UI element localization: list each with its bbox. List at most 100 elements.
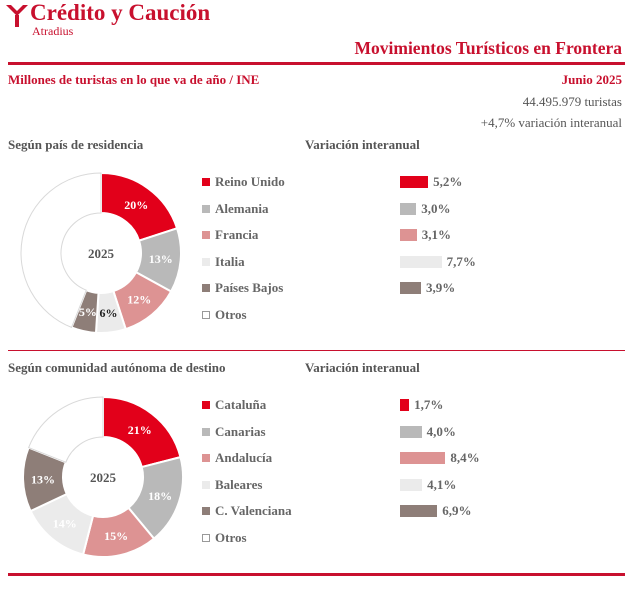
variation-bar-paises-bajos: [400, 282, 422, 294]
variation-row-paises-bajos: 3,9%: [400, 278, 476, 298]
slice-label-paises-bajos: 5%: [79, 305, 97, 319]
legend-label: Reino Unido: [215, 174, 285, 189]
donut-slice-otros: [20, 172, 102, 329]
total-variation: +4,7% variación interanual: [480, 115, 622, 130]
donut-center-label: 2025: [90, 470, 117, 485]
section-title-destination: Según comunidad autónoma de destino: [8, 360, 226, 375]
variation-row-baleares: 4,1%: [400, 475, 480, 495]
variation-bar-andalucia: [400, 452, 446, 464]
legend-item-c-valenciana: C. Valenciana: [202, 501, 292, 521]
variation-bar-reino-unido: [400, 176, 429, 188]
slice-label-reino-unido: 20%: [124, 198, 148, 212]
legend-label: Otros: [215, 529, 247, 545]
variation-bar-canarias: [400, 425, 422, 438]
total-tourists: 44.495.979 turistas: [522, 94, 622, 109]
legend-swatch: [202, 454, 210, 462]
page-title: Movimientos Turísticos en Frontera: [354, 38, 622, 58]
legend-item-cataluna: Cataluña: [202, 395, 292, 415]
variation-title-destination: Variación interanual: [305, 360, 420, 375]
variation-label-alemania: 3,0%: [421, 200, 451, 216]
header-divider: [8, 62, 625, 65]
legend-label: C. Valenciana: [215, 503, 292, 518]
legend-swatch: [202, 231, 210, 239]
variation-bars-residence: 5,2% 3,0% 3,1% 7,7% 3,9%: [400, 172, 476, 305]
legend-label: Cataluña: [215, 397, 267, 412]
legend-destination: Cataluña Canarias Andalucía Baleares C. Vale…: [202, 395, 292, 554]
donut-slice-otros: [27, 396, 104, 463]
variation-bar-alemania: [400, 202, 417, 215]
variation-bar-c-valenciana: [400, 505, 438, 517]
legend-item-alemania: Alemania: [202, 199, 285, 219]
legend-label: Italia: [215, 253, 245, 269]
slice-label-andalucia: 15%: [104, 529, 128, 543]
brand-subname: Atradius: [32, 24, 74, 38]
slice-label-baleares: 14%: [53, 517, 77, 531]
variation-bars-destination: 1,7% 4,0% 8,4% 4,1% 6,9%: [400, 395, 480, 528]
legend-label: Andalucía: [215, 450, 273, 465]
legend-item-otros: Otros: [202, 305, 285, 325]
legend-item-italia: Italia: [202, 252, 285, 272]
legend-label: Países Bajos: [215, 280, 284, 295]
legend-item-reino-unido: Reino Unido: [202, 172, 285, 192]
legend-swatch: [202, 401, 210, 409]
page-subtitle: Millones de turistas en lo que va de año…: [8, 72, 260, 87]
variation-row-francia: 3,1%: [400, 225, 476, 245]
variation-row-cataluna: 1,7%: [400, 395, 480, 415]
variation-label-italia: 7,7%: [446, 253, 476, 269]
legend-label: Francia: [215, 227, 259, 242]
variation-bar-italia: [400, 255, 442, 268]
legend-item-andalucia: Andalucía: [202, 448, 292, 468]
legend-item-otros: Otros: [202, 528, 292, 548]
variation-bar-francia: [400, 229, 417, 241]
variation-row-andalucia: 8,4%: [400, 448, 480, 468]
slice-label-italia: 6%: [100, 306, 118, 320]
legend-label: Otros: [215, 306, 247, 322]
legend-swatch: [202, 178, 210, 186]
variation-row-reino-unido: 5,2%: [400, 172, 476, 192]
legend-item-canarias: Canarias: [202, 422, 292, 442]
donut-chart-destination: 21% 18% 15% 14% 13% 2025: [22, 395, 184, 558]
legend-item-francia: Francia: [202, 225, 285, 245]
legend-residence: Reino Unido Alemania Francia Italia Países B…: [202, 172, 285, 331]
variation-label-francia: 3,1%: [421, 227, 451, 242]
legend-label: Baleares: [215, 476, 263, 492]
brand-logo-icon: [6, 5, 28, 27]
variation-row-canarias: 4,0%: [400, 422, 480, 442]
variation-row-c-valenciana: 6,9%: [400, 501, 480, 521]
slice-label-c-valenciana: 13%: [31, 472, 55, 486]
slice-label-canarias: 18%: [148, 489, 172, 503]
variation-label-baleares: 4,1%: [427, 476, 457, 492]
legend-item-baleares: Baleares: [202, 475, 292, 495]
variation-label-c-valenciana: 6,9%: [442, 503, 472, 518]
legend-item-paises-bajos: Países Bajos: [202, 278, 285, 298]
variation-label-cataluna: 1,7%: [414, 397, 444, 412]
variation-label-reino-unido: 5,2%: [433, 174, 463, 189]
legend-swatch: [202, 507, 210, 515]
section-divider: [8, 350, 625, 351]
variation-row-italia: 7,7%: [400, 252, 476, 272]
legend-swatch: [202, 284, 210, 292]
variation-label-andalucia: 8,4%: [450, 450, 480, 465]
legend-swatch: [202, 427, 210, 436]
donut-hole: [62, 214, 140, 292]
donut-center-label: 2025: [88, 246, 115, 261]
variation-label-paises-bajos: 3,9%: [426, 280, 456, 295]
variation-title-residence: Variación interanual: [305, 137, 420, 152]
section-title-residence: Según país de residencia: [8, 137, 144, 152]
variation-row-alemania: 3,0%: [400, 199, 476, 219]
brand-name: Crédito y Caución: [30, 0, 211, 25]
donut-chart-residence: 20% 13% 12% 6%5% 2025: [20, 171, 182, 334]
legend-label: Canarias: [215, 423, 266, 439]
variation-bar-cataluna: [400, 399, 410, 411]
legend-swatch: [202, 480, 210, 489]
slice-label-alemania: 13%: [149, 252, 173, 266]
footer-divider: [8, 573, 625, 576]
legend-swatch: [202, 533, 210, 542]
variation-label-canarias: 4,0%: [426, 423, 456, 439]
legend-swatch: [202, 310, 210, 319]
donut-hole: [64, 438, 142, 516]
legend-swatch: [202, 204, 210, 213]
variation-bar-baleares: [400, 478, 423, 491]
legend-swatch: [202, 257, 210, 266]
legend-label: Alemania: [215, 200, 269, 216]
